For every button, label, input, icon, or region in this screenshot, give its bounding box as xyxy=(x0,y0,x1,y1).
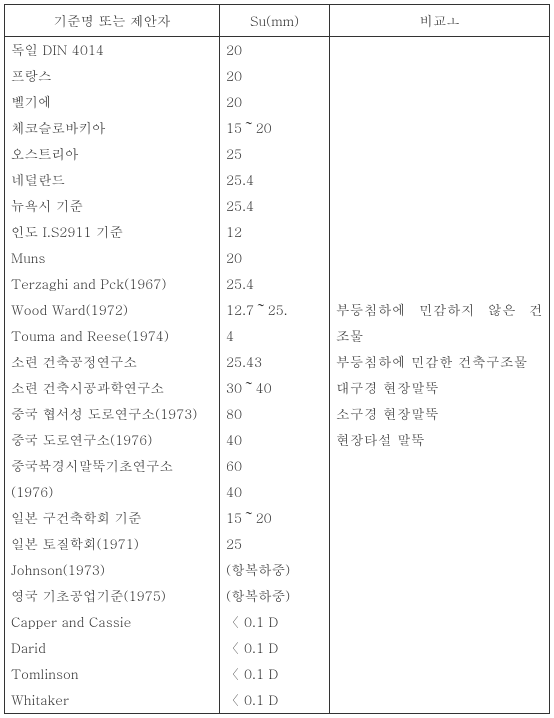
su-value: 20 xyxy=(226,245,323,271)
standard-name: 벨기에 xyxy=(11,89,213,115)
su-value: 〈 0.1 D xyxy=(226,687,323,713)
cell-notes: 부등침하에 민감하지 않은 건축구 조물 부등침하에 민감한 건축구조물 대구경… xyxy=(330,37,550,714)
standard-name: Muns xyxy=(11,245,213,271)
standard-name: 소련 건축공정연구소 xyxy=(11,349,213,375)
standard-name: 독일 DIN 4014 xyxy=(11,37,213,63)
standard-name: Touma and Reese(1974) xyxy=(11,323,213,349)
su-value: 25 xyxy=(226,141,323,167)
standard-name: 소련 건축시공과학연구소 xyxy=(11,375,213,401)
su-value: (항복하중) xyxy=(226,583,323,609)
standard-name: Terzaghi and Pck(1967) xyxy=(11,271,213,297)
su-value: 60 xyxy=(226,453,323,479)
su-value: 〈 0.1 D xyxy=(226,635,323,661)
su-value: 25.43 xyxy=(226,349,323,375)
standard-name: 영국 기초공업기준(1975) xyxy=(11,583,213,609)
note-line: 소구경 현장말뚝 xyxy=(336,401,543,427)
su-value: 20 xyxy=(226,37,323,63)
standard-name: Capper and Cassie xyxy=(11,609,213,635)
note-line: 조물 xyxy=(336,323,543,349)
standard-name: 네덜란드 xyxy=(11,167,213,193)
su-value: 〈 0.1 D xyxy=(226,661,323,687)
standard-name: 일본 구건축학회 기준 xyxy=(11,505,213,531)
su-value: 25.4 xyxy=(226,167,323,193)
standard-name: 프랑스 xyxy=(11,63,213,89)
su-value: 40 xyxy=(226,479,323,505)
su-value: 15～20 xyxy=(226,115,323,141)
su-value: 20 xyxy=(226,63,323,89)
note-line: 대구경 현장말뚝 xyxy=(336,375,543,401)
standard-name: 중국 협서성 도로연구소(1973) xyxy=(11,401,213,427)
note-line: 부등침하에 민감하지 않은 건축구 xyxy=(336,297,543,323)
standard-name: 체코슬로바키아 xyxy=(11,115,213,141)
su-value: 80 xyxy=(226,401,323,427)
su-value: (항복하중) xyxy=(226,557,323,583)
standard-name: 오스트리아 xyxy=(11,141,213,167)
standard-name: 일본 토질학회(1971) xyxy=(11,531,213,557)
header-col3: 비교ㅗ xyxy=(330,5,550,37)
header-col1: 기준명 또는 제안자 xyxy=(5,5,220,37)
standard-name: Wood Ward(1972) xyxy=(11,297,213,323)
cell-su-values: 20202015～202525.425.4122025.412.7～25.425… xyxy=(220,37,330,714)
su-value: 〈 0.1 D xyxy=(226,609,323,635)
su-value: 20 xyxy=(226,89,323,115)
su-value: 4 xyxy=(226,323,323,349)
header-row: 기준명 또는 제안자 Su(mm) 비교ㅗ xyxy=(5,5,550,37)
note-line: 현장타설 말뚝 xyxy=(336,427,543,453)
su-value: 12.7～25. xyxy=(226,297,323,323)
standard-name: Tomlinson xyxy=(11,661,213,687)
standard-name: 중국 도로연구소(1976) xyxy=(11,427,213,453)
su-value: 15～20 xyxy=(226,505,323,531)
standard-name: (1976) xyxy=(11,479,213,505)
su-value: 30～40 xyxy=(226,375,323,401)
su-value: 25.4 xyxy=(226,271,323,297)
su-value: 25.4 xyxy=(226,193,323,219)
standard-name: Johnson(1973) xyxy=(11,557,213,583)
header-col2: Su(mm) xyxy=(220,5,330,37)
standard-name: Darid xyxy=(11,635,213,661)
standard-name: 중국북경시말뚝기초연구소 xyxy=(11,453,213,479)
standard-name: 인도 I.S2911 기준 xyxy=(11,219,213,245)
cell-standards: 독일 DIN 4014프랑스벨기에체코슬로바키아오스트리아네덜란드뉴욕시 기준인… xyxy=(5,37,220,714)
standard-name: Whitaker xyxy=(11,687,213,713)
data-table: 기준명 또는 제안자 Su(mm) 비교ㅗ 독일 DIN 4014프랑스벨기에체… xyxy=(4,4,550,714)
su-value: 40 xyxy=(226,427,323,453)
standard-name: 뉴욕시 기준 xyxy=(11,193,213,219)
su-value: 12 xyxy=(226,219,323,245)
su-value: 25 xyxy=(226,531,323,557)
note-line: 부등침하에 민감한 건축구조물 xyxy=(336,349,543,375)
data-row: 독일 DIN 4014프랑스벨기에체코슬로바키아오스트리아네덜란드뉴욕시 기준인… xyxy=(5,37,550,714)
